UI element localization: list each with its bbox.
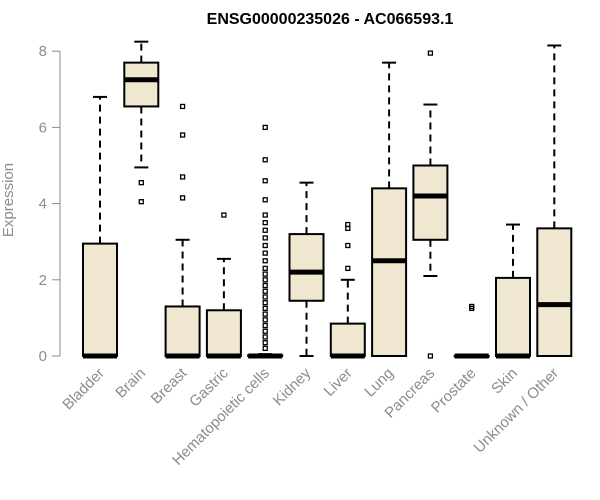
outlier-point: [262, 288, 268, 294]
outlier-point: [262, 334, 268, 340]
outlier-point: [262, 178, 268, 184]
box-group: [164, 103, 201, 359]
box-body: [205, 309, 242, 357]
outlier-point: [262, 305, 268, 312]
y-tick-label: 6: [39, 119, 47, 136]
x-tick-label: Bladder: [59, 365, 108, 414]
outlier-point: [262, 294, 268, 300]
outlier-point: [262, 328, 268, 334]
box-group: [371, 61, 408, 357]
box-body: [123, 61, 160, 108]
box-group: [536, 44, 573, 358]
outlier-point: [262, 157, 268, 163]
y-axis-label: Expression: [0, 163, 17, 237]
box-group: [412, 50, 449, 359]
y-axis: 0 2 4 6 8: [39, 43, 61, 365]
outlier-point: [469, 303, 475, 310]
outlier-point: [262, 197, 268, 203]
outlier-point: [262, 282, 268, 289]
box-body: [371, 187, 408, 357]
box-group: [329, 221, 366, 359]
y-tick-label: 8: [39, 43, 47, 60]
box-group: [205, 212, 242, 359]
x-tick-label: Liver: [321, 365, 356, 400]
box-group: [247, 124, 284, 359]
outlier-point: [262, 311, 268, 317]
box-group: [82, 95, 118, 359]
outlier-point: [345, 221, 351, 228]
outlier-point: [262, 242, 268, 249]
boxes: [82, 40, 573, 359]
y-tick-label: 4: [39, 196, 47, 213]
box-group: [453, 303, 490, 359]
box-body: [82, 242, 118, 357]
outlier-point: [262, 345, 268, 352]
outlier-point: [179, 132, 186, 138]
box-body: [329, 322, 366, 357]
outlier-point: [262, 219, 268, 226]
outlier-point: [262, 258, 268, 264]
outlier-point: [262, 265, 268, 272]
outlier-point: [262, 124, 268, 131]
x-tick-label: Kidney: [270, 364, 315, 409]
outlier-point: [179, 174, 186, 180]
y-tick-label: 2: [39, 272, 47, 289]
outlier-point: [221, 212, 227, 218]
outlier-point: [262, 271, 268, 277]
outlier-point: [262, 250, 268, 256]
box-body: [412, 164, 449, 241]
box-group: [495, 223, 531, 359]
box-group: [123, 40, 160, 205]
outlier-point: [262, 317, 268, 323]
x-tick-label: Brain: [112, 365, 149, 402]
outlier-point: [262, 322, 268, 329]
outlier-point: [345, 265, 351, 272]
outlier-point: [138, 179, 144, 186]
x-tick-label: Prostate: [428, 365, 480, 417]
outlier-point: [138, 199, 144, 205]
outlier-point: [262, 235, 268, 241]
box-body: [536, 227, 573, 358]
outlier-point: [262, 300, 268, 306]
chart-title: ENSG00000235026 - AC066593.1: [207, 11, 454, 28]
box-body: [164, 305, 201, 357]
x-tick-label: Skin: [488, 365, 521, 398]
outlier-point: [179, 195, 186, 201]
x-tick-label: Breast: [148, 364, 191, 407]
y-tick-label: 0: [39, 348, 47, 365]
outlier-point: [262, 277, 268, 283]
box-body: [288, 233, 325, 302]
x-tick-label: Lung: [361, 365, 397, 401]
outlier-point: [262, 340, 268, 346]
outlier-point: [179, 103, 186, 110]
box-body: [495, 276, 531, 357]
outlier-point: [262, 227, 268, 233]
box-group: [288, 181, 325, 357]
outlier-point: [345, 242, 351, 249]
outlier-point: [262, 212, 268, 218]
outlier-point: [427, 50, 434, 56]
outlier-point: [427, 353, 434, 359]
